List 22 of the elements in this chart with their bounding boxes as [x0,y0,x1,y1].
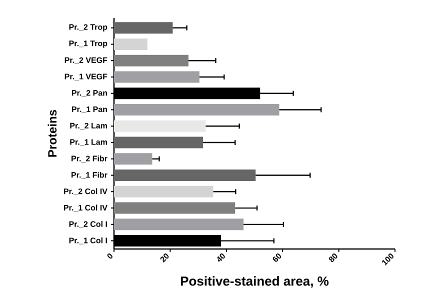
x-tick-label: 0 [107,254,112,259]
y-tick-label: Pr._1 Pan [72,106,107,113]
x-axis-title: Positive-stained area, % [180,276,329,288]
y-axis-title: Proteins [48,110,57,157]
x-tick-label: 100 [382,254,394,266]
y-tick-label: Pr._1 Col I [69,237,107,244]
y-tick-label: Pr._2 Lam [70,122,107,130]
x-tick-label: 40 [217,254,225,262]
y-tick-label: Pr._1 Col IV [64,204,108,212]
y-tick-label: Pr._2 Fibr [72,156,108,162]
y-tick-label: Pr._1 Trop [69,40,108,48]
y-tick-label: Pr._1 Fibr [72,172,108,179]
x-tick-label: 20 [160,254,169,263]
y-tick-label: Pr._1 VEGF [64,74,108,80]
y-tick-label: Pr._1 Lam [70,139,107,146]
y-tick-label: Pr._2 VEGF [64,57,108,64]
y-tick-label: Pr._2 Col I [69,221,107,228]
y-tick-label: Pr._2 Trop [69,24,108,32]
y-tick-label: Pr._2 Pan [72,90,107,97]
x-tick-label: 60 [272,254,282,262]
x-tick-label: 80 [328,254,338,262]
y-tick-label: Pr._2 Col IV [64,188,108,196]
